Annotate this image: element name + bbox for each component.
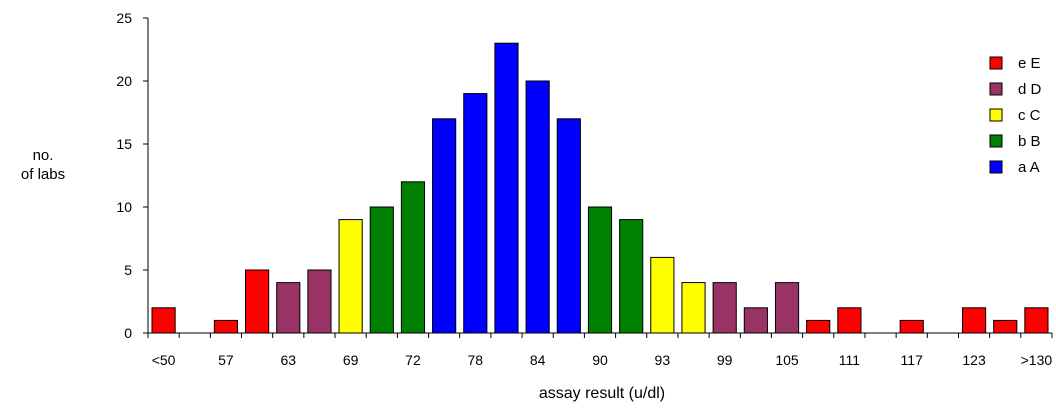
bars [151,42,1049,334]
x-tick-label: <50 [152,352,176,368]
bar [338,219,363,334]
y-tick-label: 0 [124,325,132,341]
x-tick-label: 63 [280,352,296,368]
y-tick-label: 20 [116,73,132,89]
y-tick-label: 10 [116,199,132,215]
bar [556,118,581,334]
bar [525,80,550,334]
legend-swatch [989,160,1003,174]
bar [619,219,644,334]
y-tick-label: 15 [116,136,132,152]
y-axis-label: no. of labs [6,146,80,184]
legend-swatch [989,108,1003,122]
bar [806,319,831,334]
legend-label: c C [1018,107,1041,124]
x-tick-label: 57 [218,352,234,368]
x-tick-label: 90 [592,352,608,368]
bar [400,181,426,334]
bar [899,319,924,334]
x-tick-label: 111 [839,352,860,368]
x-axis-label: assay result (u/dl) [538,385,666,402]
legend-label: d D [1018,81,1042,98]
x-tick-label: 78 [468,352,484,368]
x-tick-label: 69 [343,352,359,368]
y-tick-label: 5 [124,262,132,278]
bar [587,206,613,334]
bar [245,269,270,334]
x-tick-label: 105 [775,352,799,368]
bar [681,282,706,334]
bar [650,256,675,334]
bar [494,42,519,334]
legend-swatch [989,82,1003,96]
x-tick-label: 84 [530,352,546,368]
legend-swatch [989,56,1003,70]
x-tick-label: 117 [901,352,924,368]
legend-label: a A [1018,159,1040,176]
bar [432,118,457,334]
bar [1024,307,1049,334]
y-axis-label-line-1: no. [32,147,54,164]
bar [837,307,862,334]
y-axis: 0 5 10 15 20 25 [116,10,149,341]
bar [743,307,768,334]
bar [369,206,394,334]
bar [774,282,800,334]
x-tick-label: 99 [717,352,733,368]
bar [213,319,239,334]
bar [961,307,987,334]
y-axis-label-line-2: of labs [20,166,66,183]
bar [712,282,737,334]
bar [151,307,176,334]
x-tick-label: 93 [655,352,671,368]
bar [463,93,488,334]
x-axis: <50 57 63 69 72 78 84 90 93 99 105 111 117 123 >130 [147,332,1053,368]
x-tick-label: 123 [962,352,986,368]
legend-swatch [989,134,1003,148]
y-tick-label: 25 [116,10,132,26]
bar [993,319,1018,334]
x-tick-label: >130 [1021,352,1053,368]
bar [276,282,301,334]
legend: e E d D c C b B a A [989,55,1042,176]
legend-label: e E [1018,55,1041,72]
bar [307,269,332,334]
x-tick-label: 72 [405,352,421,368]
legend-label: b B [1018,133,1041,150]
